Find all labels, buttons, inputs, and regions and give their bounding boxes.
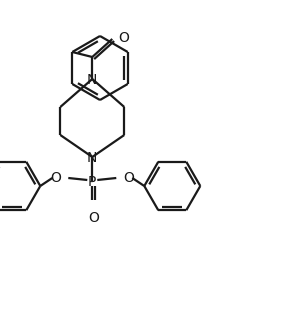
- Text: P: P: [88, 175, 97, 189]
- Text: O: O: [123, 171, 134, 185]
- Text: O: O: [88, 211, 99, 225]
- Text: O: O: [50, 171, 61, 185]
- Text: O: O: [118, 31, 129, 45]
- Text: N: N: [87, 151, 97, 165]
- Text: N: N: [87, 73, 97, 87]
